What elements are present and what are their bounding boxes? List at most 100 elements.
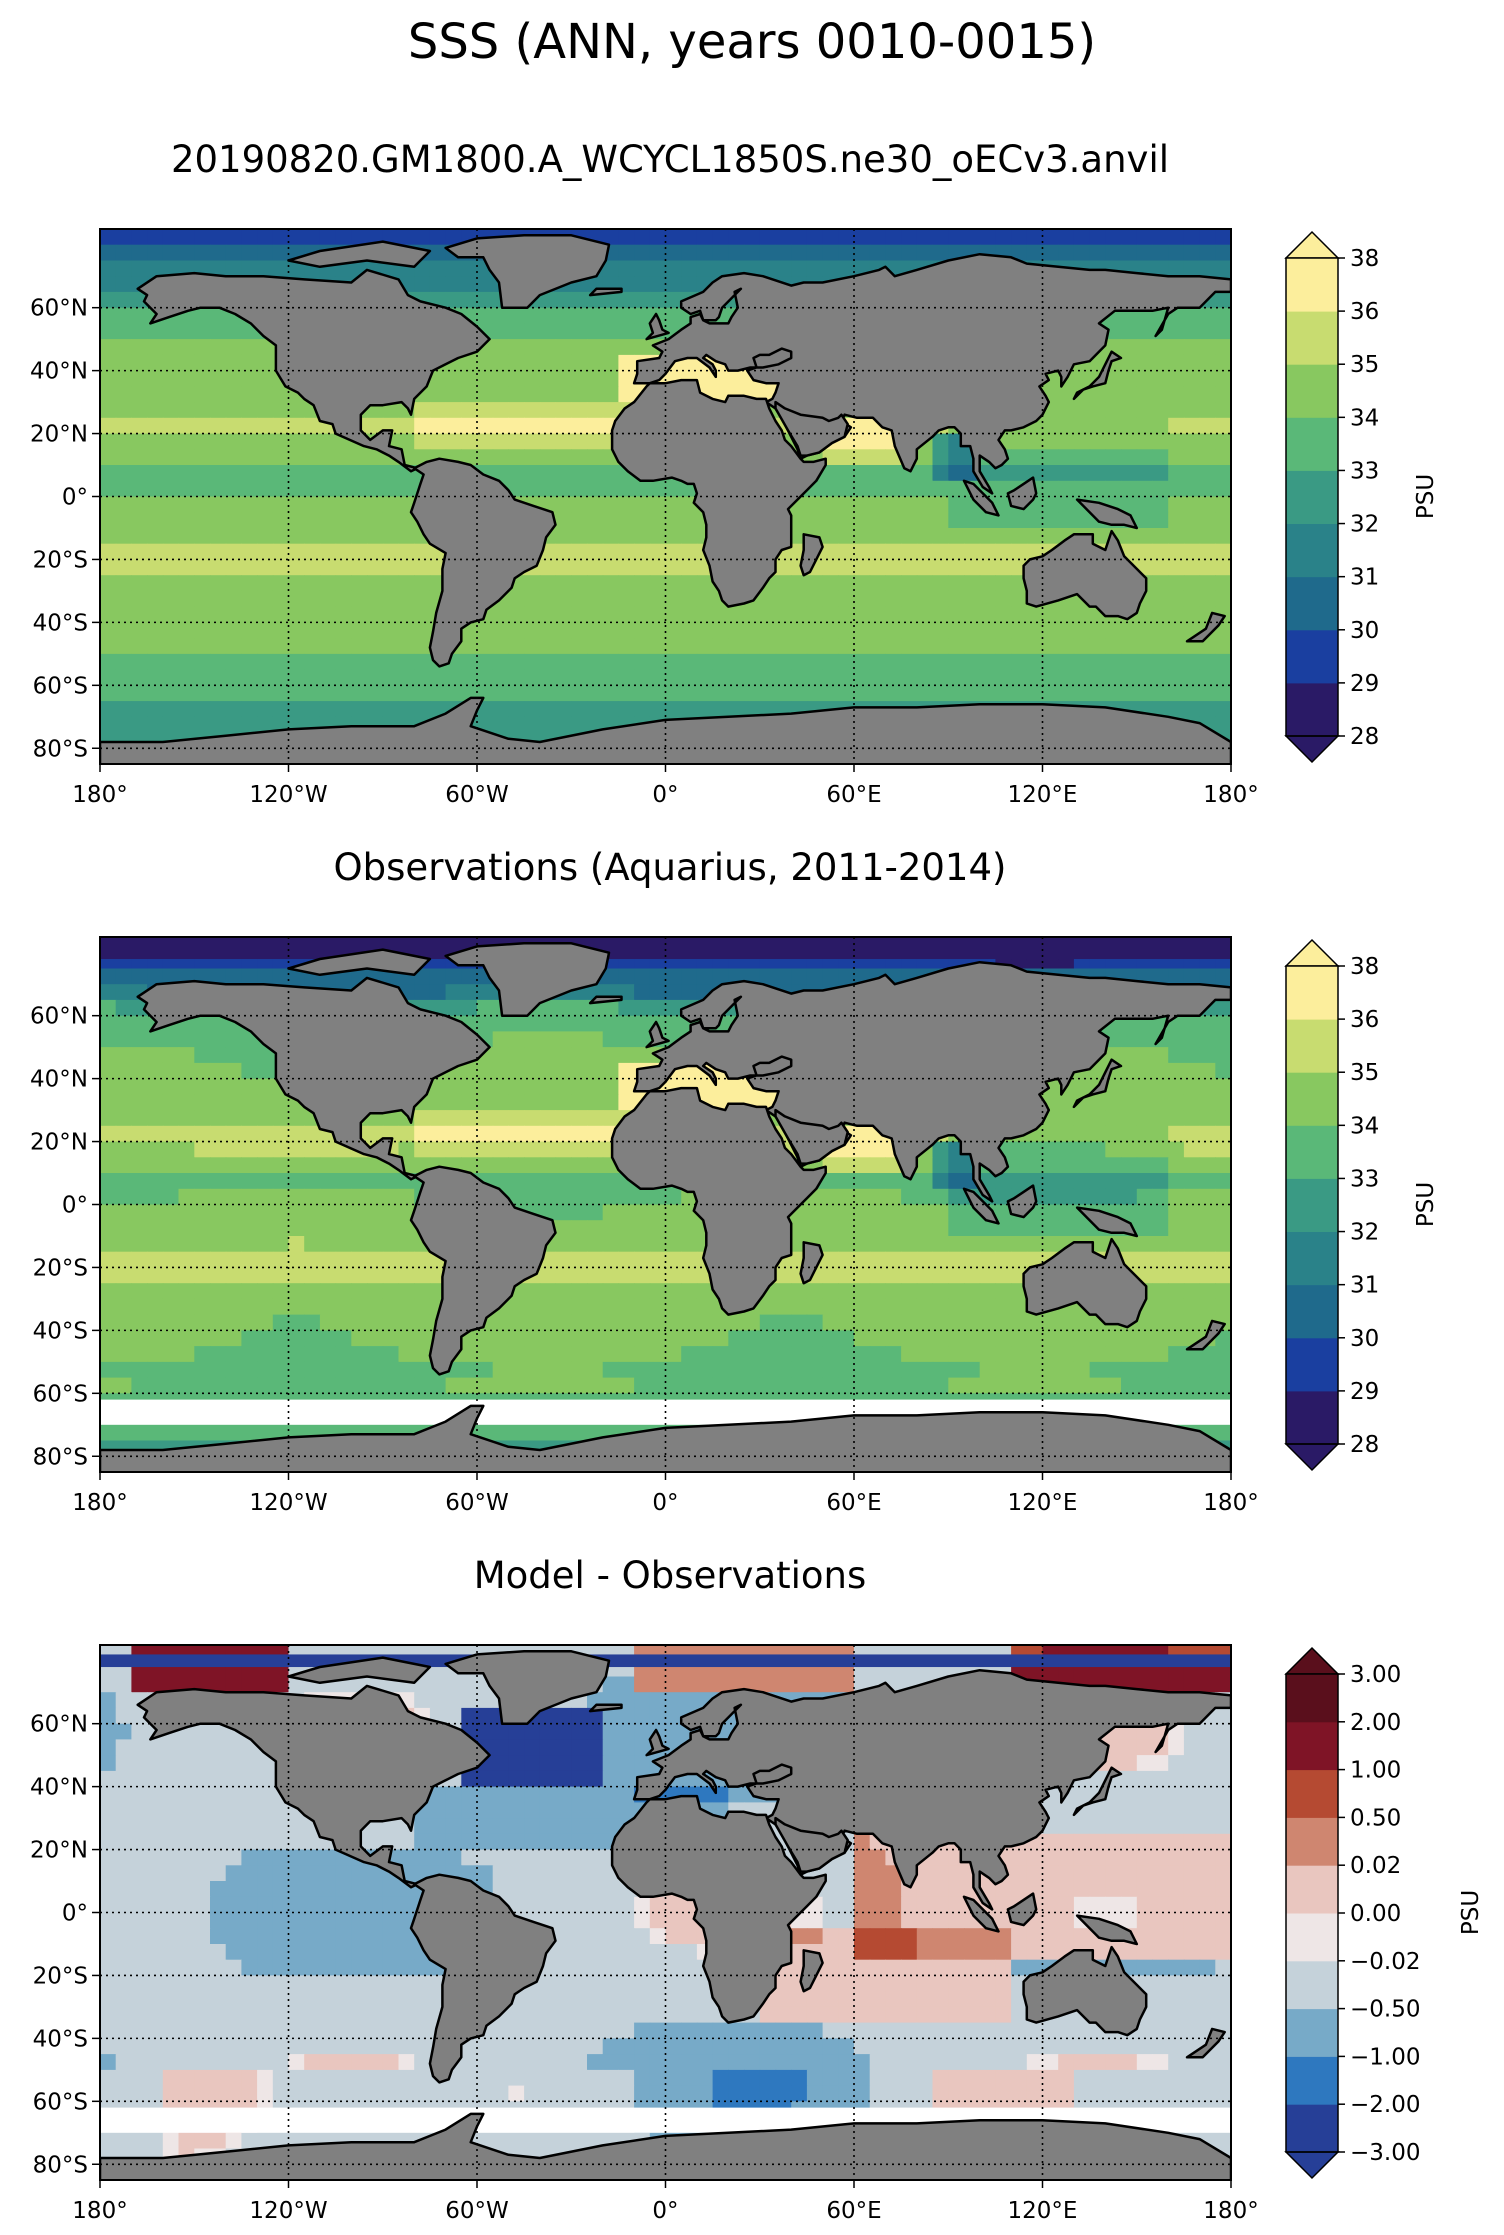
landmass-2 bbox=[409, 1873, 557, 2084]
landmass-0 bbox=[136, 976, 491, 1181]
colorbar-tick-label: 32 bbox=[1350, 512, 1379, 538]
landmass-16 bbox=[287, 1656, 432, 1685]
y-tick-label: 20°S bbox=[33, 1963, 88, 1989]
x-tick-label: 180° bbox=[72, 782, 127, 808]
colorbar-segment bbox=[1286, 364, 1338, 418]
colorbar-segment bbox=[1286, 1390, 1338, 1445]
colorbar-tick-label: 38 bbox=[1350, 246, 1379, 272]
x-tick-label: 120°E bbox=[1008, 782, 1078, 808]
landmass-14 bbox=[588, 287, 623, 297]
colorbar-tick-label: 28 bbox=[1350, 724, 1379, 750]
y-tick-label: 40°S bbox=[33, 1318, 88, 1344]
colorbar-tick-label: 31 bbox=[1350, 565, 1379, 591]
colorbar: 28 29 30 31 32 33 34 35 36 38 PSU bbox=[1284, 938, 1439, 1472]
panel-1-title: 20190820.GM1800.A_WCYCL1850S.ne30_oECv3.… bbox=[170, 138, 1170, 181]
landmass-12 bbox=[1072, 1058, 1123, 1109]
colorbar-tick-label: 0.02 bbox=[1350, 1853, 1401, 1879]
colorbar-tick-label: 35 bbox=[1350, 1060, 1379, 1086]
landmass-15 bbox=[1185, 2027, 1226, 2059]
landmass-6 bbox=[799, 533, 824, 577]
colorbar-segment bbox=[1286, 2104, 1338, 2153]
landmass-0 bbox=[136, 1684, 491, 1889]
landmass-12 bbox=[1072, 350, 1123, 401]
gridlines bbox=[100, 229, 1231, 764]
colorbar-tick-label: −1.00 bbox=[1350, 2044, 1420, 2070]
landmass-11 bbox=[1075, 498, 1139, 530]
colorbar-tick-label: −3.00 bbox=[1350, 2140, 1420, 2166]
landmass-13 bbox=[645, 312, 670, 341]
figure-suptitle: SSS (ANN, years 0010-0015) bbox=[407, 14, 1097, 70]
colorbar-tick-label: 33 bbox=[1350, 458, 1379, 484]
colorbar-tick-label: 0.00 bbox=[1350, 1901, 1401, 1927]
landmass-3 bbox=[632, 1668, 1231, 1911]
y-tick-label: 60°S bbox=[33, 673, 88, 699]
landmass-6 bbox=[799, 1241, 824, 1285]
colorbar-label: PSU bbox=[1413, 1182, 1439, 1227]
y-tick-label: 40°N bbox=[30, 1067, 88, 1093]
x-tick-label: 180° bbox=[1203, 2198, 1258, 2224]
colorbar-tick-label: −0.50 bbox=[1350, 1997, 1420, 2023]
y-tick-label: 0° bbox=[62, 485, 88, 511]
x-tick-label: 180° bbox=[1203, 782, 1258, 808]
x-tick-label: 60°E bbox=[826, 1490, 881, 1516]
landmass-9 bbox=[962, 1895, 1000, 1933]
landmass-3 bbox=[632, 252, 1231, 495]
panel-3-title: Model - Observations bbox=[473, 1554, 867, 1597]
colorbar-segment bbox=[1286, 629, 1338, 684]
y-tick-label: 60°N bbox=[30, 296, 88, 322]
landmass-7 bbox=[1022, 1945, 1148, 2037]
x-tick-label: 120°W bbox=[249, 2198, 327, 2224]
landmass-12 bbox=[1072, 1766, 1123, 1817]
y-tick-label: 60°S bbox=[33, 2089, 88, 2115]
colorbar-tick-label: 35 bbox=[1350, 352, 1379, 378]
colorbar-frame bbox=[1285, 965, 1339, 1445]
landmass-4 bbox=[610, 1794, 827, 2024]
landmass-7 bbox=[1022, 529, 1148, 621]
arctic-band bbox=[100, 1654, 1231, 1668]
colorbar-label: PSU bbox=[1413, 474, 1439, 519]
landmass-1 bbox=[444, 234, 611, 309]
colorbar-tick-label: 0.50 bbox=[1350, 1805, 1401, 1831]
colorbar: −3.00 −2.00 −1.00 −0.50 −0.02 0.00 0.02 0.50 1.0… bbox=[1284, 1646, 1484, 2180]
x-tick-label: 180° bbox=[72, 1490, 127, 1516]
y-tick-label: 20°N bbox=[30, 1838, 88, 1864]
arctic-band bbox=[100, 946, 1231, 960]
landmass-9 bbox=[962, 1187, 1000, 1225]
x-tick-label: 120°W bbox=[249, 1490, 327, 1516]
colorbar-segment bbox=[1286, 682, 1338, 737]
colorbar-segment bbox=[1286, 1284, 1338, 1339]
colorbar-extend-min bbox=[1284, 1443, 1340, 1472]
colorbar-tick-label: 29 bbox=[1350, 671, 1379, 697]
colorbar-tick-label: 30 bbox=[1350, 618, 1379, 644]
colorbar-tick-label: 38 bbox=[1350, 954, 1379, 980]
landmass-10 bbox=[1006, 1892, 1038, 1927]
colorbar-segment bbox=[1286, 1769, 1338, 1818]
colorbar-segment bbox=[1286, 1072, 1338, 1126]
colorbar-tick-label: 34 bbox=[1350, 1113, 1379, 1139]
landmass-6 bbox=[799, 1949, 824, 1993]
colorbar-segment bbox=[1286, 417, 1338, 471]
landmass-5 bbox=[774, 1816, 849, 1873]
colorbar-segment bbox=[1286, 2008, 1338, 2057]
landmass-4 bbox=[610, 1086, 827, 1316]
colorbar-tick-label: 36 bbox=[1350, 1007, 1379, 1033]
colorbar-segment bbox=[1286, 1178, 1338, 1232]
landmass-10 bbox=[1006, 1184, 1038, 1219]
y-tick-label: 40°N bbox=[30, 1775, 88, 1801]
colorbar: 28 29 30 31 32 33 34 35 36 38 PSU bbox=[1284, 230, 1439, 764]
landmass-4 bbox=[610, 378, 827, 608]
x-tick-label: 60°W bbox=[445, 1490, 509, 1516]
colorbar-tick-label: 1.00 bbox=[1350, 1758, 1401, 1784]
colorbar-segment bbox=[1286, 1865, 1338, 1914]
colorbar-tick-label: 33 bbox=[1350, 1166, 1379, 1192]
landmass-11 bbox=[1075, 1914, 1139, 1946]
x-tick-label: 0° bbox=[652, 2198, 678, 2224]
landmass-13 bbox=[645, 1728, 670, 1757]
gridlines bbox=[100, 937, 1231, 1472]
colorbar-tick-label: −0.02 bbox=[1350, 1949, 1420, 1975]
colorbar-segment bbox=[1286, 258, 1338, 312]
y-tick-label: 60°N bbox=[30, 1712, 88, 1738]
x-tick-label: 120°E bbox=[1008, 1490, 1078, 1516]
colorbar-segment bbox=[1286, 1019, 1338, 1073]
landmass-5 bbox=[774, 1108, 849, 1165]
